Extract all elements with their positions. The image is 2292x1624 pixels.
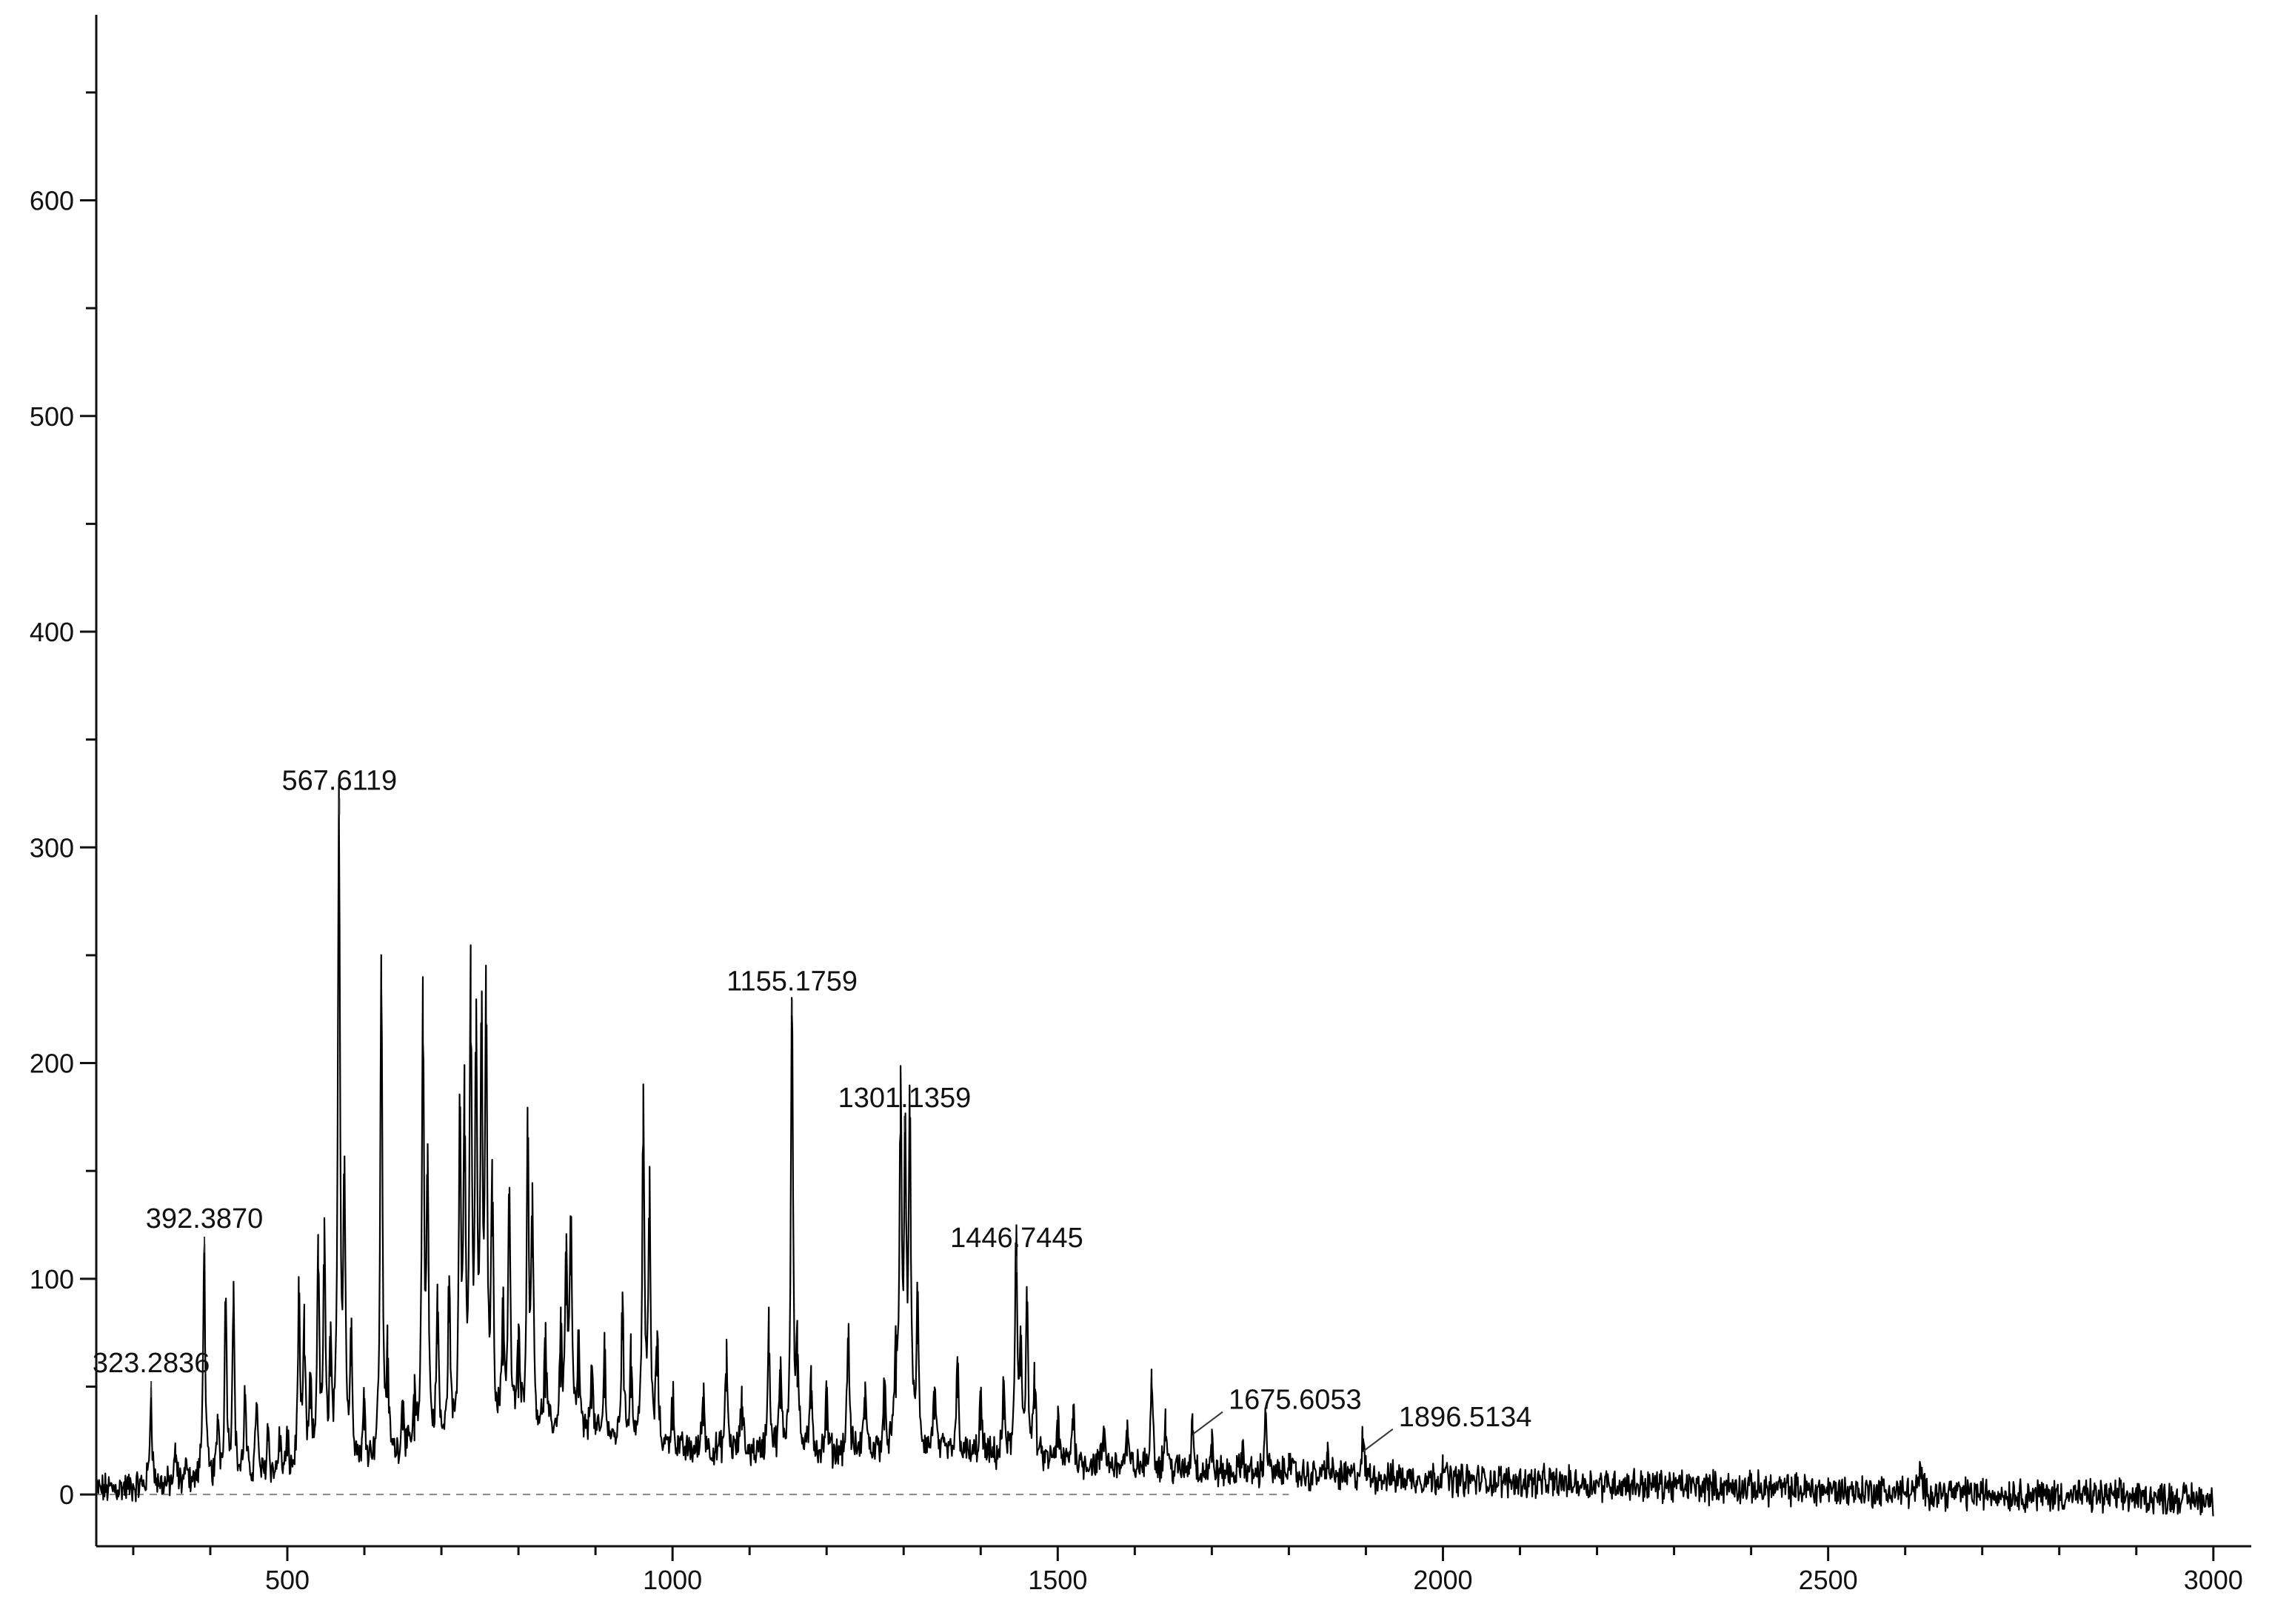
peak-annotation-label: 1896.5134 — [1399, 1402, 1532, 1433]
peak-annotation-label: 323.2836 — [93, 1348, 210, 1379]
y-tick-label: 200 — [30, 1049, 74, 1079]
x-tick-label: 3000 — [2184, 1565, 2243, 1595]
spectrum-trace — [95, 779, 2214, 1517]
peak-leader-line — [1192, 1411, 1223, 1435]
peak-annotation-label: 567.6119 — [281, 766, 397, 797]
peak-leader-line — [1363, 1428, 1394, 1452]
y-tick-label: 300 — [30, 832, 74, 863]
x-tick-label: 1500 — [1028, 1565, 1087, 1595]
x-tick-label: 2500 — [1799, 1565, 1858, 1595]
x-tick-label: 500 — [265, 1565, 310, 1595]
peak-annotation-label: 1301.1359 — [838, 1083, 972, 1114]
y-tick-label: 500 — [30, 401, 74, 432]
x-tick-label: 2000 — [1413, 1565, 1472, 1595]
y-tick-label: 100 — [30, 1264, 74, 1294]
y-tick-label: 600 — [30, 185, 74, 215]
y-tick-label: 0 — [59, 1480, 74, 1510]
peak-annotation-label: 1155.1759 — [726, 966, 858, 997]
peak-annotation-label: 1446.7445 — [950, 1223, 1083, 1254]
y-tick-label: 400 — [30, 617, 74, 647]
x-tick-label: 1000 — [643, 1565, 702, 1595]
peak-annotation-label: 392.3870 — [146, 1203, 264, 1234]
peak-annotation-label: 1675.6053 — [1229, 1385, 1362, 1416]
